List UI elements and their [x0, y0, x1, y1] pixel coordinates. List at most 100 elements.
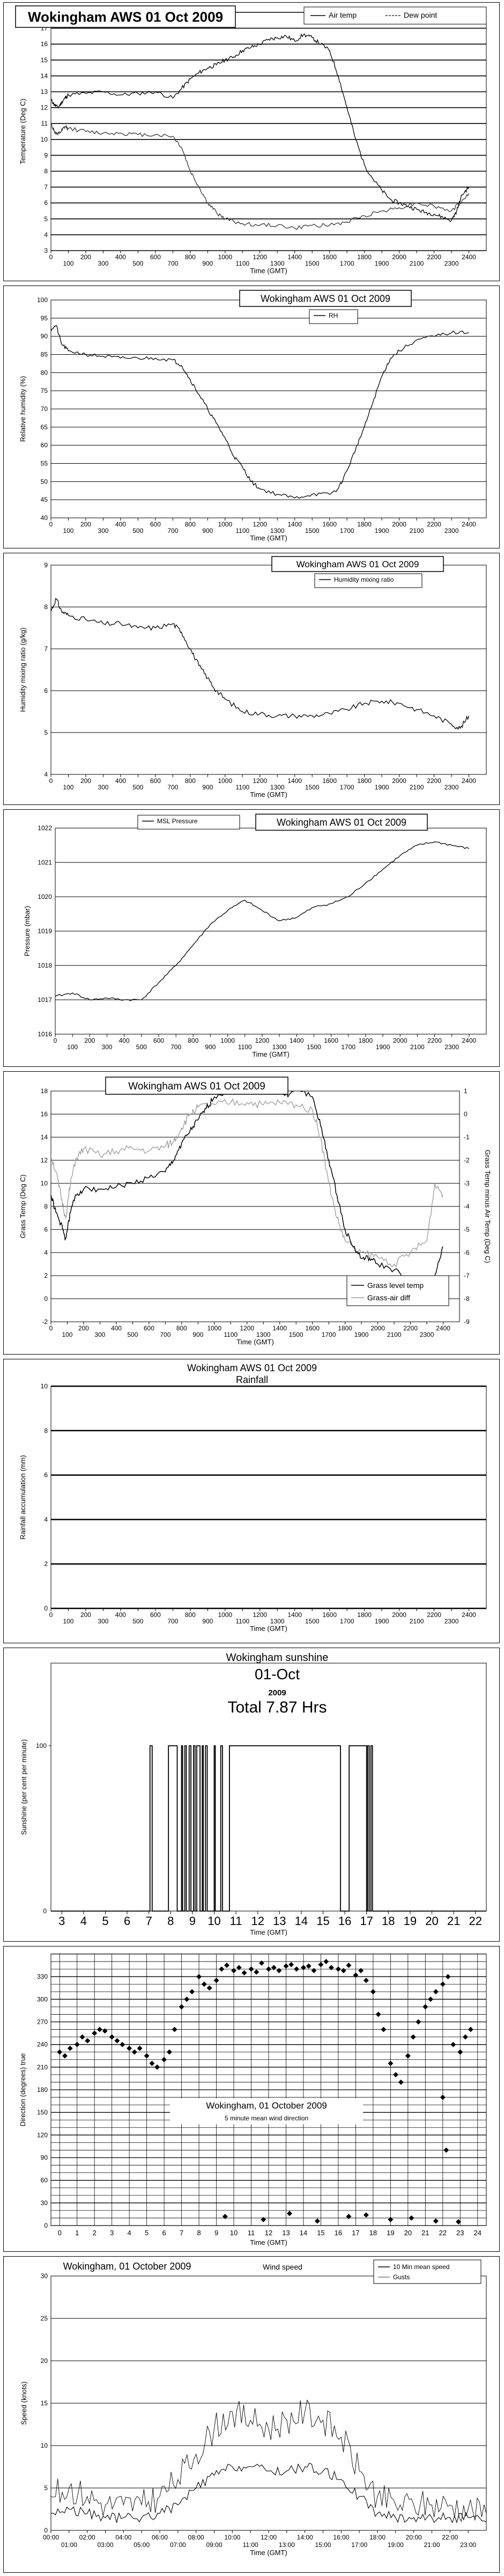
x-tick-label: 1600: [322, 1611, 337, 1619]
y-tick-label: 7: [44, 645, 48, 653]
x-tick-label: 05:00: [134, 2541, 150, 2549]
legend-label: RH: [329, 312, 338, 319]
x-tick-label: 1700: [340, 260, 354, 267]
x-tick-label: 1100: [238, 1043, 252, 1051]
x-tick-label: 700: [167, 527, 178, 535]
y-tick-label: 30: [41, 2272, 48, 2280]
y2-axis-label: Grass Temp minus Air Temp (Deg C): [484, 1150, 492, 1263]
x-tick-label: 2100: [410, 260, 424, 267]
x-tick-label: 800: [185, 777, 196, 785]
x-tick-label: 1900: [375, 784, 389, 791]
x-tick-label: 19: [387, 2229, 394, 2237]
x-axis-label: Time (GMT): [236, 1338, 274, 1346]
chart-title-right: Wind speed: [263, 2263, 302, 2271]
x-tick-label: 1000: [220, 1037, 235, 1044]
x-tick-label: 14:00: [297, 2534, 313, 2541]
y-tick-label: 240: [37, 2041, 48, 2048]
x-tick-label: 02:00: [79, 2534, 95, 2541]
x-tick-label: 20: [404, 2229, 412, 2237]
humidity-chart: 4045505560657075808590951000100200300400…: [19, 290, 487, 542]
x-tick-label: 100: [62, 1331, 72, 1338]
rainfall-chart-panel: 0 2 4 6 8 10 0 100 200 300 400 500 600 700 800 900 1000 1…: [3, 1359, 500, 1643]
chart-title-box: [105, 1077, 288, 1095]
legend-box: [309, 309, 358, 324]
x-tick-label: 800: [185, 253, 196, 261]
x-tick-label: 400: [115, 253, 126, 261]
x-tick-label: 400: [115, 1611, 126, 1619]
x-tick-label: 14: [295, 1914, 308, 1928]
x-tick-label: 2100: [387, 1331, 402, 1338]
y-tick-label: 4: [44, 1249, 48, 1256]
y-tick-label: 85: [41, 351, 48, 358]
x-tick-label: 200: [80, 253, 91, 261]
x-tick-label: 17: [352, 2229, 359, 2237]
pressure-chart: 1016 1017 1018 1019 1020 1021 1022 0 100 200 300 40…: [23, 814, 487, 1058]
y-tick-label: 10: [41, 2442, 48, 2449]
y-tick-label: 25: [41, 2315, 48, 2322]
x-tick-label: 12: [251, 1914, 264, 1928]
x-tick-label: 1400: [287, 521, 302, 528]
x-tick-label: 800: [185, 521, 196, 528]
x-tick-label: 1200: [253, 521, 267, 528]
x-tick-label: 8: [167, 1914, 174, 1928]
sunshine-total: Total 7.87 Hrs: [227, 1699, 327, 1716]
y-tick-label: 0: [44, 2527, 48, 2534]
x-tick-label: 7: [180, 2229, 183, 2237]
x-tick-label: 1100: [235, 260, 249, 267]
legend-label: Dew point: [404, 11, 437, 19]
y-tick-label: 2: [44, 1560, 48, 1568]
x-tick-label: 1400: [287, 1611, 302, 1619]
x-tick-label: 1600: [322, 253, 337, 261]
x-tick-label: 1500: [305, 527, 320, 535]
x-tick-label: 600: [150, 1611, 161, 1619]
y-tick-label: 60: [41, 442, 48, 449]
x-tick-label: 800: [176, 1324, 187, 1332]
x-axis-label: Time (GMT): [250, 534, 287, 542]
chart-title: Wokingham AWS 01 Oct 2009: [128, 1081, 265, 1092]
x-tick-label: 300: [98, 784, 108, 791]
x-tick-label: 20: [425, 1914, 438, 1928]
y2-tick-label: -7: [464, 1272, 470, 1279]
plot-area: [50, 12, 487, 251]
x-tick-label: 17: [360, 1914, 373, 1928]
x-tick-label: 700: [167, 1618, 178, 1625]
x-tick-label: 900: [202, 784, 213, 791]
x-tick-label: 2200: [427, 777, 441, 785]
y-tick-label: 90: [41, 2154, 48, 2162]
x-tick-label: 0: [49, 521, 53, 528]
x-tick-label: 0: [58, 2229, 62, 2237]
x-tick-label: 1200: [253, 253, 267, 261]
y2-tick-label: 1: [464, 1087, 468, 1095]
y-tick-label: 14: [41, 72, 48, 79]
chart-subtitle: 01-Oct: [255, 1666, 300, 1682]
x-tick-label: 10: [207, 1914, 220, 1928]
legend-label: 10 Min mean speed: [393, 2263, 449, 2271]
pressure-chart-panel: 1016 1017 1018 1019 1020 1021 1022 0 100 200 300 40…: [3, 809, 500, 1067]
sunshine-chart: 0 100 3 4 5 6 7 8 9 10 11 12 13 14 15 16 17 18 19 20 21 22 Tim…: [20, 1652, 487, 1936]
x-tick-label: 1300: [270, 1618, 285, 1625]
x-tick-label: 2000: [392, 1611, 406, 1619]
y-tick-label: 55: [41, 460, 48, 467]
x-tick-label: 14: [300, 2229, 307, 2237]
x-tick-label: 24: [474, 2229, 481, 2237]
x-tick-label: 2000: [392, 521, 406, 528]
x-tick-label: 1500: [307, 1043, 321, 1051]
x-tick-label: 12:00: [261, 2534, 277, 2541]
x-tick-label: 13: [282, 2229, 290, 2237]
wind-direction-point: [370, 1989, 376, 1995]
x-tick-label: 300: [94, 1331, 105, 1338]
x-tick-label: 500: [132, 527, 143, 535]
wind-direction-point: [440, 1981, 446, 1987]
x-tick-label: 2400: [462, 1611, 476, 1619]
x-tick-label: 13:00: [279, 2541, 295, 2549]
x-tick-label: 1500: [305, 784, 320, 791]
y-tick-label: 4: [44, 231, 48, 238]
x-axis-label: Time (GMT): [250, 2549, 287, 2557]
temperature-chart-panel: 3456789101112131415161718010020030040050…: [3, 2, 500, 281]
y-tick-label: 0: [44, 1295, 48, 1302]
x-tick-label: 2400: [462, 253, 476, 261]
y-tick-label: 210: [37, 2063, 48, 2071]
y-tick-label: 1018: [38, 962, 52, 969]
y-tick-label: 1017: [38, 996, 52, 1004]
x-tick-label: 1500: [305, 1618, 320, 1625]
